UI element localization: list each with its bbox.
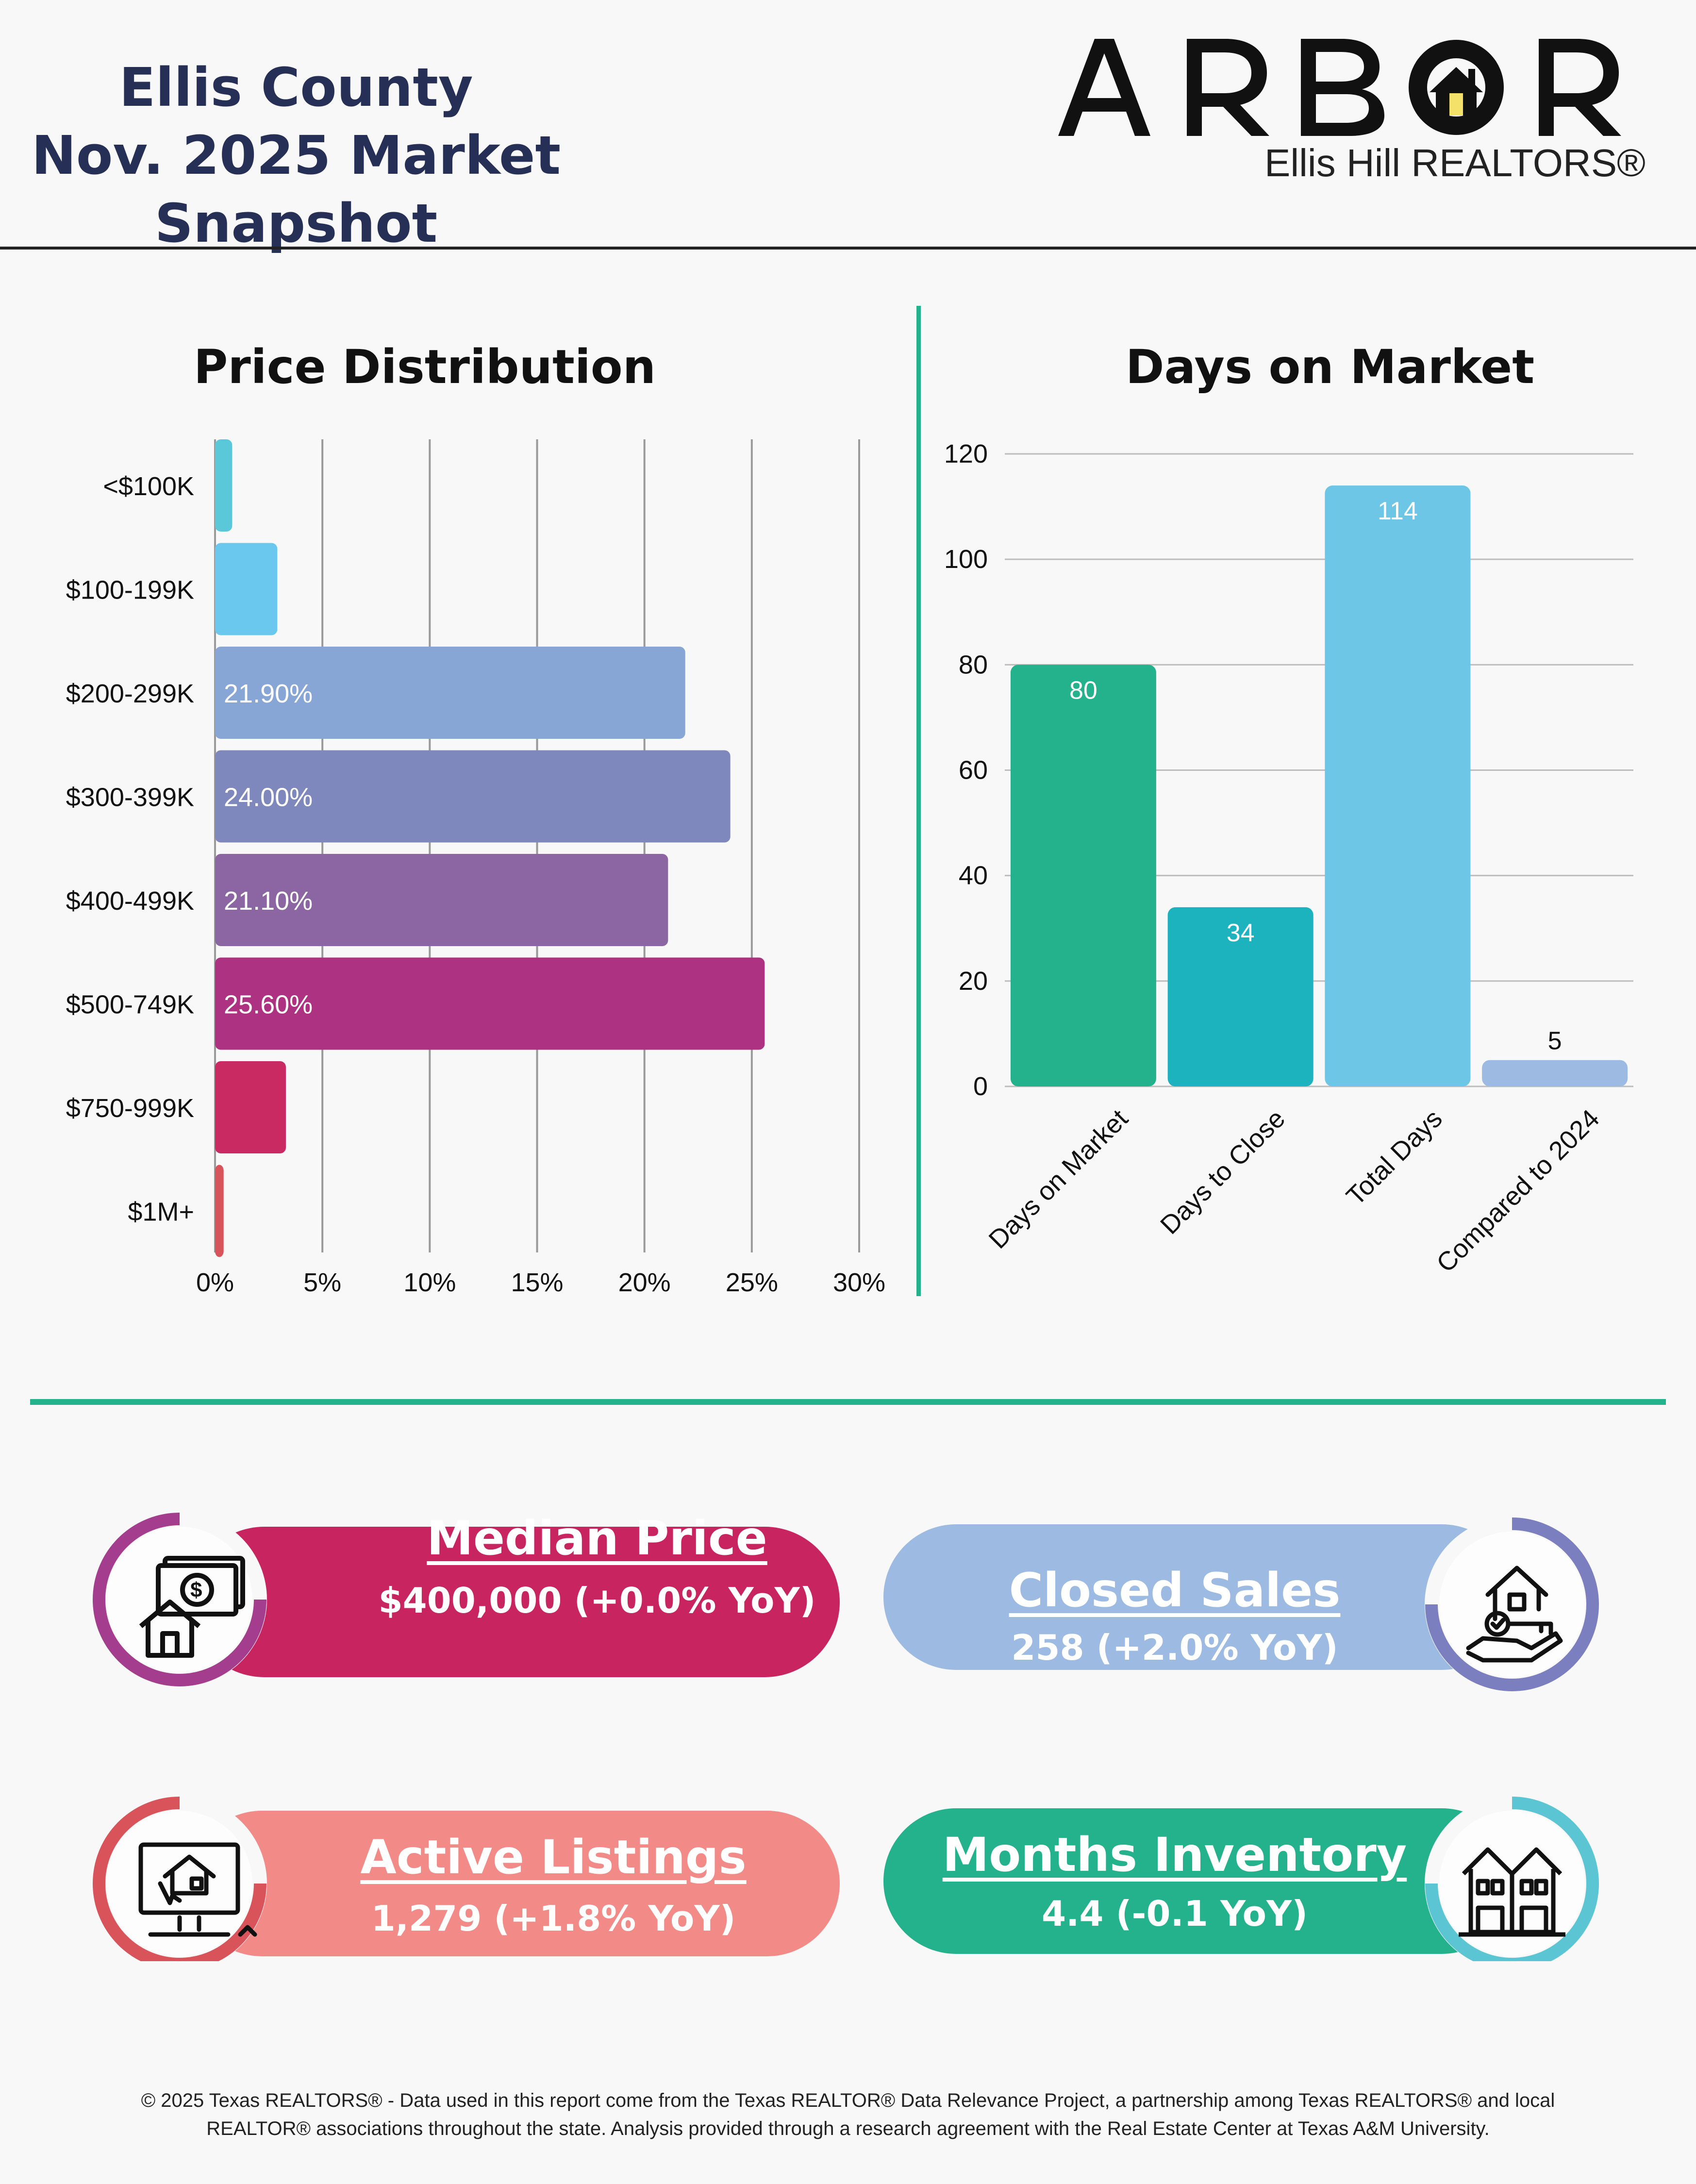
price-bar bbox=[215, 1165, 224, 1257]
header-divider bbox=[0, 247, 1696, 250]
dom-y-tick: 80 bbox=[959, 650, 988, 679]
dom-category-label: Days to Close bbox=[1155, 1104, 1291, 1240]
house-key-hand-icon bbox=[1466, 1566, 1563, 1663]
price-category-label: $500-749K bbox=[66, 990, 194, 1019]
months-inventory-card bbox=[883, 1796, 1599, 1961]
footer-line-2: REALTOR® associations throughout the sta… bbox=[206, 2118, 1490, 2139]
price-x-tick: 10% bbox=[403, 1268, 456, 1297]
dom-y-tick: 120 bbox=[944, 439, 988, 468]
closed-sales-title: Closed Sales bbox=[1009, 1563, 1341, 1617]
page-title: Ellis County Nov. 2025 Market Snapshot bbox=[29, 53, 563, 257]
price-x-tick: 0% bbox=[196, 1268, 234, 1297]
price-bar bbox=[215, 750, 731, 843]
price-category-label: $750-999K bbox=[66, 1094, 194, 1123]
price-distribution-chart: 0% 5% 10% 15% 20% 25% 30% <$100K $100-199K $200-2… bbox=[66, 439, 885, 1297]
stat-row-1: $ Median Price $400,000 (+0.0% YoY) bbox=[92, 1511, 1602, 1687]
dom-data-label: 114 bbox=[1378, 497, 1418, 525]
price-chart-title: Price Distribution bbox=[193, 340, 656, 394]
price-bar bbox=[215, 1061, 286, 1153]
price-x-tick: 15% bbox=[511, 1268, 563, 1297]
brand-logo: Ellis Hill REALTORS® bbox=[1053, 29, 1665, 189]
price-x-tick: 20% bbox=[618, 1268, 671, 1297]
active-listings-card bbox=[92, 1796, 840, 1961]
dom-bar bbox=[1325, 485, 1471, 1086]
price-bar bbox=[215, 543, 278, 635]
price-x-tick: 30% bbox=[833, 1268, 885, 1297]
dom-category-label: Days on Market bbox=[983, 1104, 1134, 1254]
dom-y-tick: 0 bbox=[973, 1072, 988, 1101]
price-bar bbox=[215, 647, 685, 739]
svg-text:$: $ bbox=[190, 1578, 202, 1602]
months-inventory-title: Months Inventory bbox=[942, 1828, 1407, 1882]
price-category-label: <$100K bbox=[103, 472, 194, 501]
dom-bar bbox=[1167, 907, 1314, 1086]
price-data-label: 24.00% bbox=[224, 783, 313, 812]
dom-y-tick: 40 bbox=[959, 861, 988, 890]
active-listings-value: 1,279 (+1.8% YoY) bbox=[371, 1898, 736, 1939]
price-bar bbox=[215, 957, 765, 1050]
months-inventory-value: 4.4 (-0.1 YoY) bbox=[1041, 1893, 1308, 1934]
price-data-label: 21.10% bbox=[224, 886, 313, 916]
dom-chart-title: Days on Market bbox=[1125, 340, 1535, 394]
dom-y-tick: 100 bbox=[944, 545, 988, 574]
dom-data-label: 34 bbox=[1227, 919, 1255, 947]
title-line-snapshot: Nov. 2025 Market Snapshot bbox=[31, 124, 561, 254]
price-bar bbox=[215, 854, 668, 946]
section-vertical-divider bbox=[916, 306, 921, 1296]
price-data-label: 21.90% bbox=[224, 679, 313, 708]
section-horizontal-divider bbox=[30, 1399, 1666, 1405]
brand-logo-mark bbox=[1058, 39, 1621, 136]
dom-category-label: Total Days bbox=[1341, 1104, 1448, 1211]
price-x-tick: 5% bbox=[303, 1268, 341, 1297]
dom-data-label: 80 bbox=[1069, 676, 1097, 704]
dom-bar bbox=[1482, 1060, 1628, 1086]
price-category-label: $300-399K bbox=[66, 783, 194, 812]
dom-y-tick: 20 bbox=[959, 967, 988, 996]
median-price-card: $ bbox=[92, 1512, 840, 1687]
footer-line-1: © 2025 Texas REALTORS® - Data used in th… bbox=[141, 2090, 1555, 2111]
price-category-label: $400-499K bbox=[66, 886, 194, 916]
price-x-tick: 25% bbox=[726, 1268, 778, 1297]
dom-y-tick: 60 bbox=[959, 756, 988, 785]
price-data-label: 25.60% bbox=[224, 990, 313, 1019]
money-house-icon: $ bbox=[139, 1556, 245, 1658]
closed-sales-card bbox=[883, 1517, 1599, 1692]
dom-category-label: Compared to 2024 bbox=[1431, 1104, 1605, 1278]
townhouses-icon bbox=[1459, 1847, 1565, 1937]
brand-subtitle: Ellis Hill REALTORS® bbox=[1264, 141, 1646, 184]
dom-data-label: 5 bbox=[1548, 1027, 1562, 1055]
price-category-label: $100-199K bbox=[66, 576, 194, 605]
dom-bar bbox=[1010, 665, 1156, 1086]
footer-disclaimer: © 2025 Texas REALTORS® - Data used in th… bbox=[49, 2086, 1647, 2143]
days-on-market-chart: 0 20 40 60 80 100 120 80 Days on Market 34 Days to… bbox=[944, 439, 1633, 1278]
price-bar bbox=[215, 439, 233, 532]
price-category-label: $200-299K bbox=[66, 679, 194, 708]
median-price-title: Median Price bbox=[427, 1511, 767, 1566]
active-listings-title: Active Listings bbox=[360, 1830, 747, 1884]
title-line-county: Ellis County bbox=[119, 56, 473, 118]
median-price-value: $400,000 (+0.0% YoY) bbox=[378, 1580, 816, 1621]
closed-sales-value: 258 (+2.0% YoY) bbox=[1011, 1627, 1338, 1668]
computer-listing-icon bbox=[138, 1842, 257, 1937]
price-category-label: $1M+ bbox=[128, 1198, 194, 1227]
